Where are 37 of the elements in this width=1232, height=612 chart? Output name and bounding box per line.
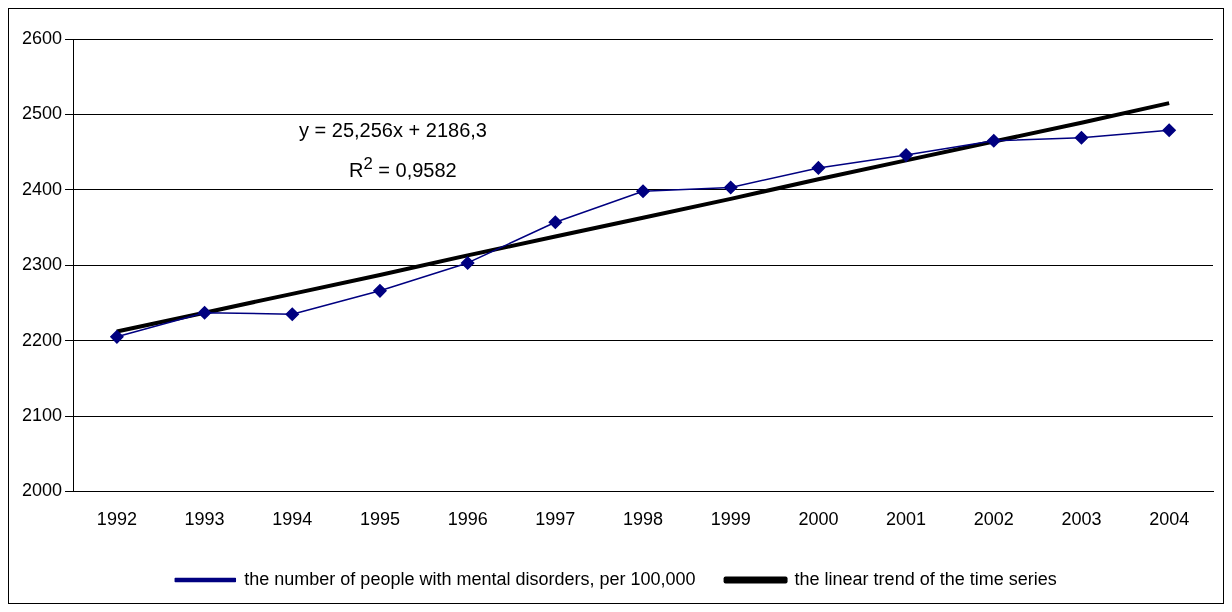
point [1162, 123, 1176, 137]
x-tick-label: 1995 [359, 509, 400, 530]
y-tick-label: 2400 [22, 178, 63, 199]
x-tick-label: 2000 [798, 509, 839, 530]
point [636, 184, 650, 199]
point [1074, 131, 1089, 145]
annotation: R$^{2}$ = 0,9582 [349, 154, 457, 182]
x-tick-label: 2004 [1149, 509, 1190, 530]
point [548, 215, 563, 229]
point [987, 134, 1001, 148]
x-tick-label: 1992 [96, 509, 137, 530]
y-tick-label: 2600 [22, 27, 63, 48]
y-tick-label: 2000 [22, 480, 63, 501]
point [723, 180, 738, 195]
point [899, 148, 913, 162]
point [197, 305, 212, 320]
x-tick-label: 1996 [447, 509, 488, 530]
point [110, 330, 124, 344]
x-tick-label: 1993 [184, 509, 225, 530]
y-tick-label: 2200 [22, 329, 63, 350]
x-tick-label: 2001 [886, 509, 927, 530]
x-tick-label: 1994 [272, 509, 313, 530]
point [460, 256, 475, 270]
x-tick-label: 2003 [1061, 509, 1102, 530]
x-tick-label: 1999 [710, 509, 751, 530]
y-tick-label: 2300 [22, 254, 63, 275]
point [285, 307, 300, 321]
point [811, 161, 826, 175]
x-tick-label: 1997 [535, 509, 576, 530]
x-tick-label: 2002 [973, 509, 1014, 530]
point [373, 284, 387, 298]
annotation: y = 25,256x + 2186,3 [299, 119, 487, 142]
legend-label: the number of people with mental disorders, per 100,000 [244, 568, 696, 589]
y-tick-label: 2100 [22, 404, 63, 425]
legend-label: the linear trend of the time series [794, 568, 1057, 589]
y-tick-label: 2500 [22, 103, 63, 124]
x-tick-label: 1998 [623, 509, 664, 530]
